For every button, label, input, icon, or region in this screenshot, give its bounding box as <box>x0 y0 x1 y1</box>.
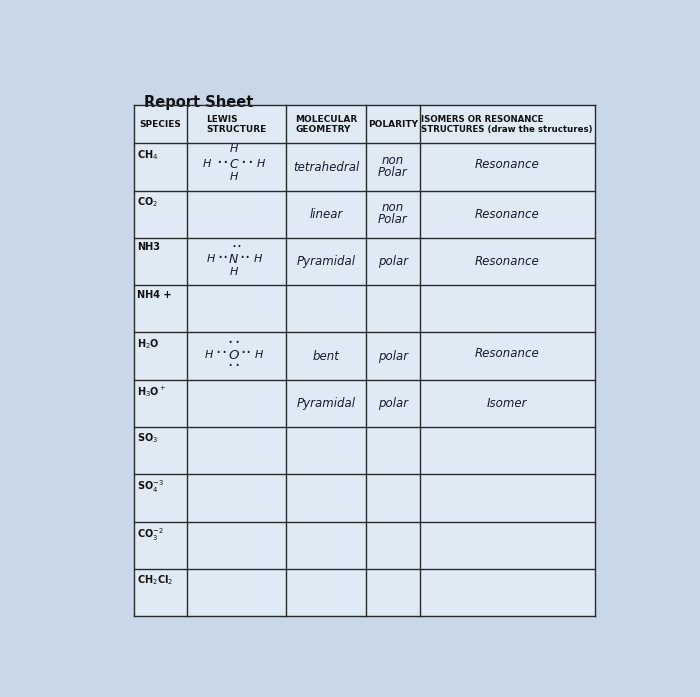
Text: ·: · <box>237 240 242 254</box>
Text: non: non <box>382 154 404 167</box>
Text: Pyramidal: Pyramidal <box>297 397 356 410</box>
Text: MOLECULAR
GEOMETRY: MOLECULAR GEOMETRY <box>295 114 357 134</box>
Text: Pyramidal: Pyramidal <box>297 255 356 268</box>
Text: H: H <box>202 160 211 169</box>
Text: LEWIS
STRUCTURE: LEWIS STRUCTURE <box>206 114 266 134</box>
Bar <box>134 105 595 616</box>
Text: O: O <box>228 348 239 362</box>
Text: ·: · <box>240 344 245 362</box>
Text: ·: · <box>216 344 221 362</box>
Text: Resonance: Resonance <box>475 208 540 221</box>
Text: Resonance: Resonance <box>475 347 540 360</box>
Text: polar: polar <box>378 255 408 268</box>
Text: H: H <box>230 144 238 154</box>
Text: H: H <box>204 350 213 360</box>
Text: polar: polar <box>378 397 408 410</box>
Text: CO$_2$: CO$_2$ <box>137 195 158 209</box>
Text: H: H <box>230 171 238 182</box>
Text: NH3: NH3 <box>137 243 160 252</box>
Text: H: H <box>230 268 238 277</box>
Text: ·: · <box>227 335 232 352</box>
Text: SO$_4^{-3}$: SO$_4^{-3}$ <box>137 479 164 496</box>
Text: Isomer: Isomer <box>487 397 527 410</box>
Text: ·: · <box>223 154 228 171</box>
Text: ·: · <box>240 154 246 171</box>
Text: tetrahedral: tetrahedral <box>293 160 359 174</box>
Text: ·: · <box>239 249 244 267</box>
Text: ·: · <box>223 249 228 267</box>
Text: CH$_2$Cl$_2$: CH$_2$Cl$_2$ <box>137 573 173 587</box>
Text: NH4 +: NH4 + <box>137 289 172 300</box>
Text: SPECIES: SPECIES <box>139 120 181 129</box>
Text: H$_3$O$^+$: H$_3$O$^+$ <box>137 384 167 399</box>
Text: Resonance: Resonance <box>475 158 540 171</box>
Text: ·: · <box>244 249 250 267</box>
Text: Report Sheet: Report Sheet <box>144 95 254 110</box>
Text: ·: · <box>234 335 240 352</box>
Text: ·: · <box>246 344 251 362</box>
Text: H: H <box>257 160 265 169</box>
Text: CH$_4$: CH$_4$ <box>137 148 158 162</box>
Text: ·: · <box>247 154 253 171</box>
Text: SO$_3$: SO$_3$ <box>137 431 158 445</box>
Text: ·: · <box>217 249 223 267</box>
Text: H: H <box>254 254 262 264</box>
Text: bent: bent <box>313 350 340 362</box>
Text: ·: · <box>227 358 232 375</box>
Text: CO$_3^{-2}$: CO$_3^{-2}$ <box>137 526 164 542</box>
Text: ·: · <box>221 344 226 362</box>
Text: ISOMERS OR RESONANCE
STRUCTURES (draw the structures): ISOMERS OR RESONANCE STRUCTURES (draw th… <box>421 114 593 134</box>
Text: H: H <box>256 350 264 360</box>
Text: non: non <box>382 201 404 215</box>
Text: H$_2$O: H$_2$O <box>137 337 160 351</box>
Text: Resonance: Resonance <box>475 255 540 268</box>
Text: ·: · <box>231 240 236 254</box>
Text: Polar: Polar <box>378 213 408 227</box>
Text: ·: · <box>234 358 240 375</box>
Text: POLARITY: POLARITY <box>368 120 418 129</box>
Text: polar: polar <box>378 350 408 362</box>
Text: linear: linear <box>309 208 343 221</box>
Text: H: H <box>206 254 215 264</box>
Text: C: C <box>230 158 239 171</box>
Text: ·: · <box>216 154 222 171</box>
Text: N: N <box>229 253 238 266</box>
Text: Polar: Polar <box>378 166 408 179</box>
